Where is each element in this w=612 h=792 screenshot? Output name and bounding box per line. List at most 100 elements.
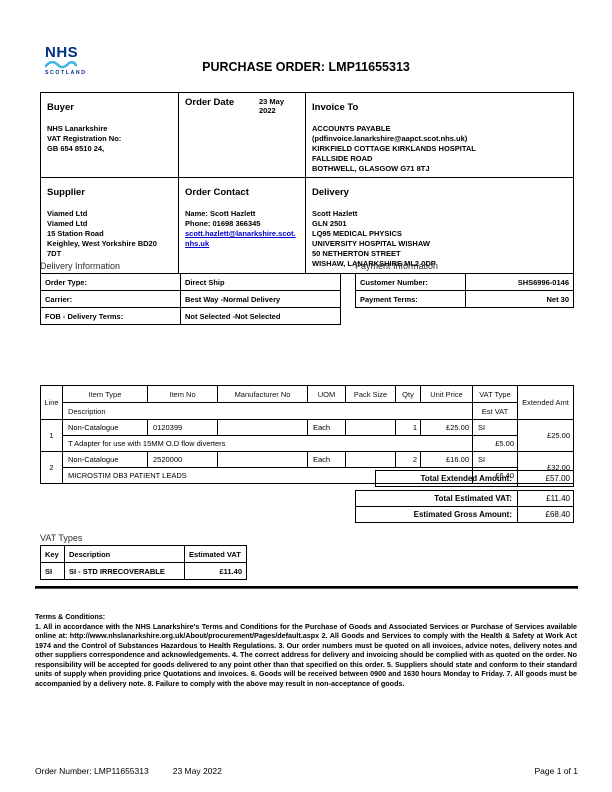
delivery-cell: Delivery Scott Hazlett GLN 2501 LQ95 MED…	[305, 177, 574, 274]
order-type-value: Direct Ship	[180, 273, 341, 291]
footer-order-number: Order Number: LMP11655313	[35, 766, 149, 776]
vat-description: SI - STD IRRECOVERABLE	[64, 562, 185, 580]
table-row: SI SI - STD IRRECOVERABLE £11.40	[40, 562, 247, 580]
item-pack-size	[345, 451, 396, 468]
col-header-unit-price: Unit Price	[420, 385, 473, 403]
total-extended-label: Total Extended Amount:	[375, 470, 518, 487]
item-vat-type: SI	[472, 451, 518, 468]
gross-amount-value: £68.40	[517, 506, 574, 523]
col-header-uom: UOM	[307, 385, 346, 403]
buyer-heading: Buyer	[47, 102, 74, 113]
vat-estimated-vat: £11.40	[184, 562, 247, 580]
payment-terms-value: Net 30	[465, 290, 574, 308]
nhs-scotland-logo: NHS SCOTLAND	[45, 45, 89, 76]
fob-terms-label: FOB - Delivery Terms:	[40, 307, 181, 325]
nhs-wave-icon	[45, 61, 77, 69]
table-row: Payment Terms: Net 30	[355, 290, 574, 308]
item-line-no: 1	[40, 419, 63, 452]
vat-col-description: Description	[64, 545, 185, 563]
table-row: 1 Non-Catalogue 0120399 Each 1 £25.00 SI…	[40, 419, 574, 452]
table-row: Total Extended Amount: £57.00	[375, 470, 574, 487]
col-header-est-vat: Est VAT	[472, 402, 518, 420]
order-contact-heading: Order Contact	[185, 187, 249, 199]
invoice-to-address: ACCOUNTS PAYABLE (pdfinvoice.lanarkshire…	[312, 124, 476, 173]
supplier-address: Viamed Ltd Viamed Ltd 15 Station Road Ke…	[47, 209, 157, 259]
item-type: Non-Catalogue	[62, 451, 148, 468]
order-date-cell: Order Date 23 May 2022	[178, 91, 306, 179]
page-footer: Order Number: LMP11655313 23 May 2022 Pa…	[35, 766, 578, 776]
item-unit-price: £16.00	[420, 451, 473, 468]
order-contact-email-link[interactable]: scott.hazlett@lanarkshire.scot.nhs.uk	[185, 229, 296, 249]
terms-heading: Terms & Conditions:	[35, 612, 106, 621]
delivery-address: Scott Hazlett GLN 2501 LQ95 MEDICAL PHYS…	[312, 209, 436, 268]
buyer-cell: Buyer NHS Lanarkshire VAT Registration N…	[40, 91, 179, 179]
payment-terms-label: Payment Terms:	[355, 290, 466, 308]
item-uom: Each	[307, 419, 346, 436]
item-unit-price: £25.00	[420, 419, 473, 436]
footer-page-number: Page 1 of 1	[534, 766, 578, 776]
col-header-pack-size: Pack Size	[345, 385, 396, 403]
table-row: Order Type: Direct Ship	[40, 273, 341, 291]
item-description: T Adapter for use with 15MM O.D flow div…	[62, 435, 473, 452]
item-type: Non-Catalogue	[62, 419, 148, 436]
item-qty: 2	[395, 451, 421, 468]
gross-amount-label: Estimated Gross Amount:	[355, 506, 518, 523]
table-row: Estimated Gross Amount: £68.40	[355, 506, 574, 523]
col-header-description: Description	[62, 402, 473, 420]
col-header-vat-type: VAT Type	[472, 385, 518, 403]
vat-key: SI	[40, 562, 65, 580]
nhs-logo-region-text: SCOTLAND	[45, 70, 87, 76]
order-date-value: 23 May 2022	[259, 97, 285, 116]
order-type-label: Order Type:	[40, 273, 181, 291]
order-contact-cell: Order Contact Name: Scott Hazlett Phone:…	[178, 177, 306, 274]
col-header-item-type: Item Type	[62, 385, 148, 403]
table-row: T Adapter for use with 15MM O.D flow div…	[41, 435, 574, 452]
terms-body: 1. All in accordance with the NHS Lanark…	[35, 621, 577, 689]
fob-terms-value: Not Selected -Not Selected	[180, 307, 341, 325]
items-subheader-row: Description Est VAT	[41, 402, 574, 420]
page-title: PURCHASE ORDER: LMP11655313	[202, 60, 410, 74]
delivery-information-heading: Delivery Information	[40, 261, 121, 271]
total-vat-value: £11.40	[517, 490, 574, 507]
table-row: FOB - Delivery Terms: Not Selected -Not …	[40, 307, 341, 325]
supplier-cell: Supplier Viamed Ltd Viamed Ltd 15 Statio…	[40, 177, 179, 274]
col-header-manufacturer-no: Manufacturer No	[217, 385, 308, 403]
payment-information-table: Customer Number: SHS6996-0146 Payment Te…	[355, 273, 574, 308]
supplier-heading: Supplier	[47, 187, 86, 199]
footer-date: 23 May 2022	[172, 766, 222, 776]
col-header-extended-amt: Extended Amt	[517, 385, 574, 420]
table-row: 2 Non-Catalogue 2520000 Each 2 £16.00 SI…	[40, 451, 574, 484]
items-header-row: Line Item Type Item No Manufacturer No U…	[40, 385, 574, 420]
buyer-address: NHS Lanarkshire VAT Registration No: GB …	[47, 124, 122, 153]
item-est-vat: £5.00	[472, 435, 518, 452]
vat-types-heading: VAT Types	[40, 533, 83, 543]
item-no: 2520000	[147, 451, 218, 468]
customer-number-label: Customer Number:	[355, 273, 466, 291]
order-date-label: Order Date	[185, 97, 235, 108]
col-header-qty: Qty	[395, 385, 421, 403]
delivery-information-table: Order Type: Direct Ship Carrier: Best Wa…	[40, 273, 341, 325]
item-uom: Each	[307, 451, 346, 468]
payment-information-heading: Payment Information	[355, 261, 439, 271]
item-no: 0120399	[147, 419, 218, 436]
vat-col-estimated-vat: Estimated VAT	[184, 545, 247, 563]
nhs-logo-text: NHS	[45, 44, 79, 61]
order-contact-name: Name: Scott Hazlett	[185, 209, 256, 219]
item-pack-size	[345, 419, 396, 436]
order-contact-phone: Phone: 01698 366345	[185, 219, 261, 229]
total-vat-label: Total Estimated VAT:	[355, 490, 518, 507]
item-qty: 1	[395, 419, 421, 436]
total-extended-table: Total Extended Amount: £57.00	[375, 470, 574, 487]
item-manufacturer-no	[217, 451, 308, 468]
total-vat-gross-table: Total Estimated VAT: £11.40 Estimated Gr…	[355, 490, 574, 523]
col-header-line: Line	[40, 385, 63, 420]
table-row: Customer Number: SHS6996-0146	[355, 273, 574, 291]
col-header-item-no: Item No	[147, 385, 218, 403]
invoice-to-cell: Invoice To ACCOUNTS PAYABLE (pdfinvoice.…	[305, 91, 574, 179]
customer-number-value: SHS6996-0146	[465, 273, 574, 291]
terms-and-conditions: Terms & Conditions: 1. All in accordance…	[35, 612, 577, 689]
table-row: Total Estimated VAT: £11.40	[355, 490, 574, 507]
table-row: Carrier: Best Way -Normal Delivery	[40, 290, 341, 308]
total-extended-value: £57.00	[517, 470, 574, 487]
